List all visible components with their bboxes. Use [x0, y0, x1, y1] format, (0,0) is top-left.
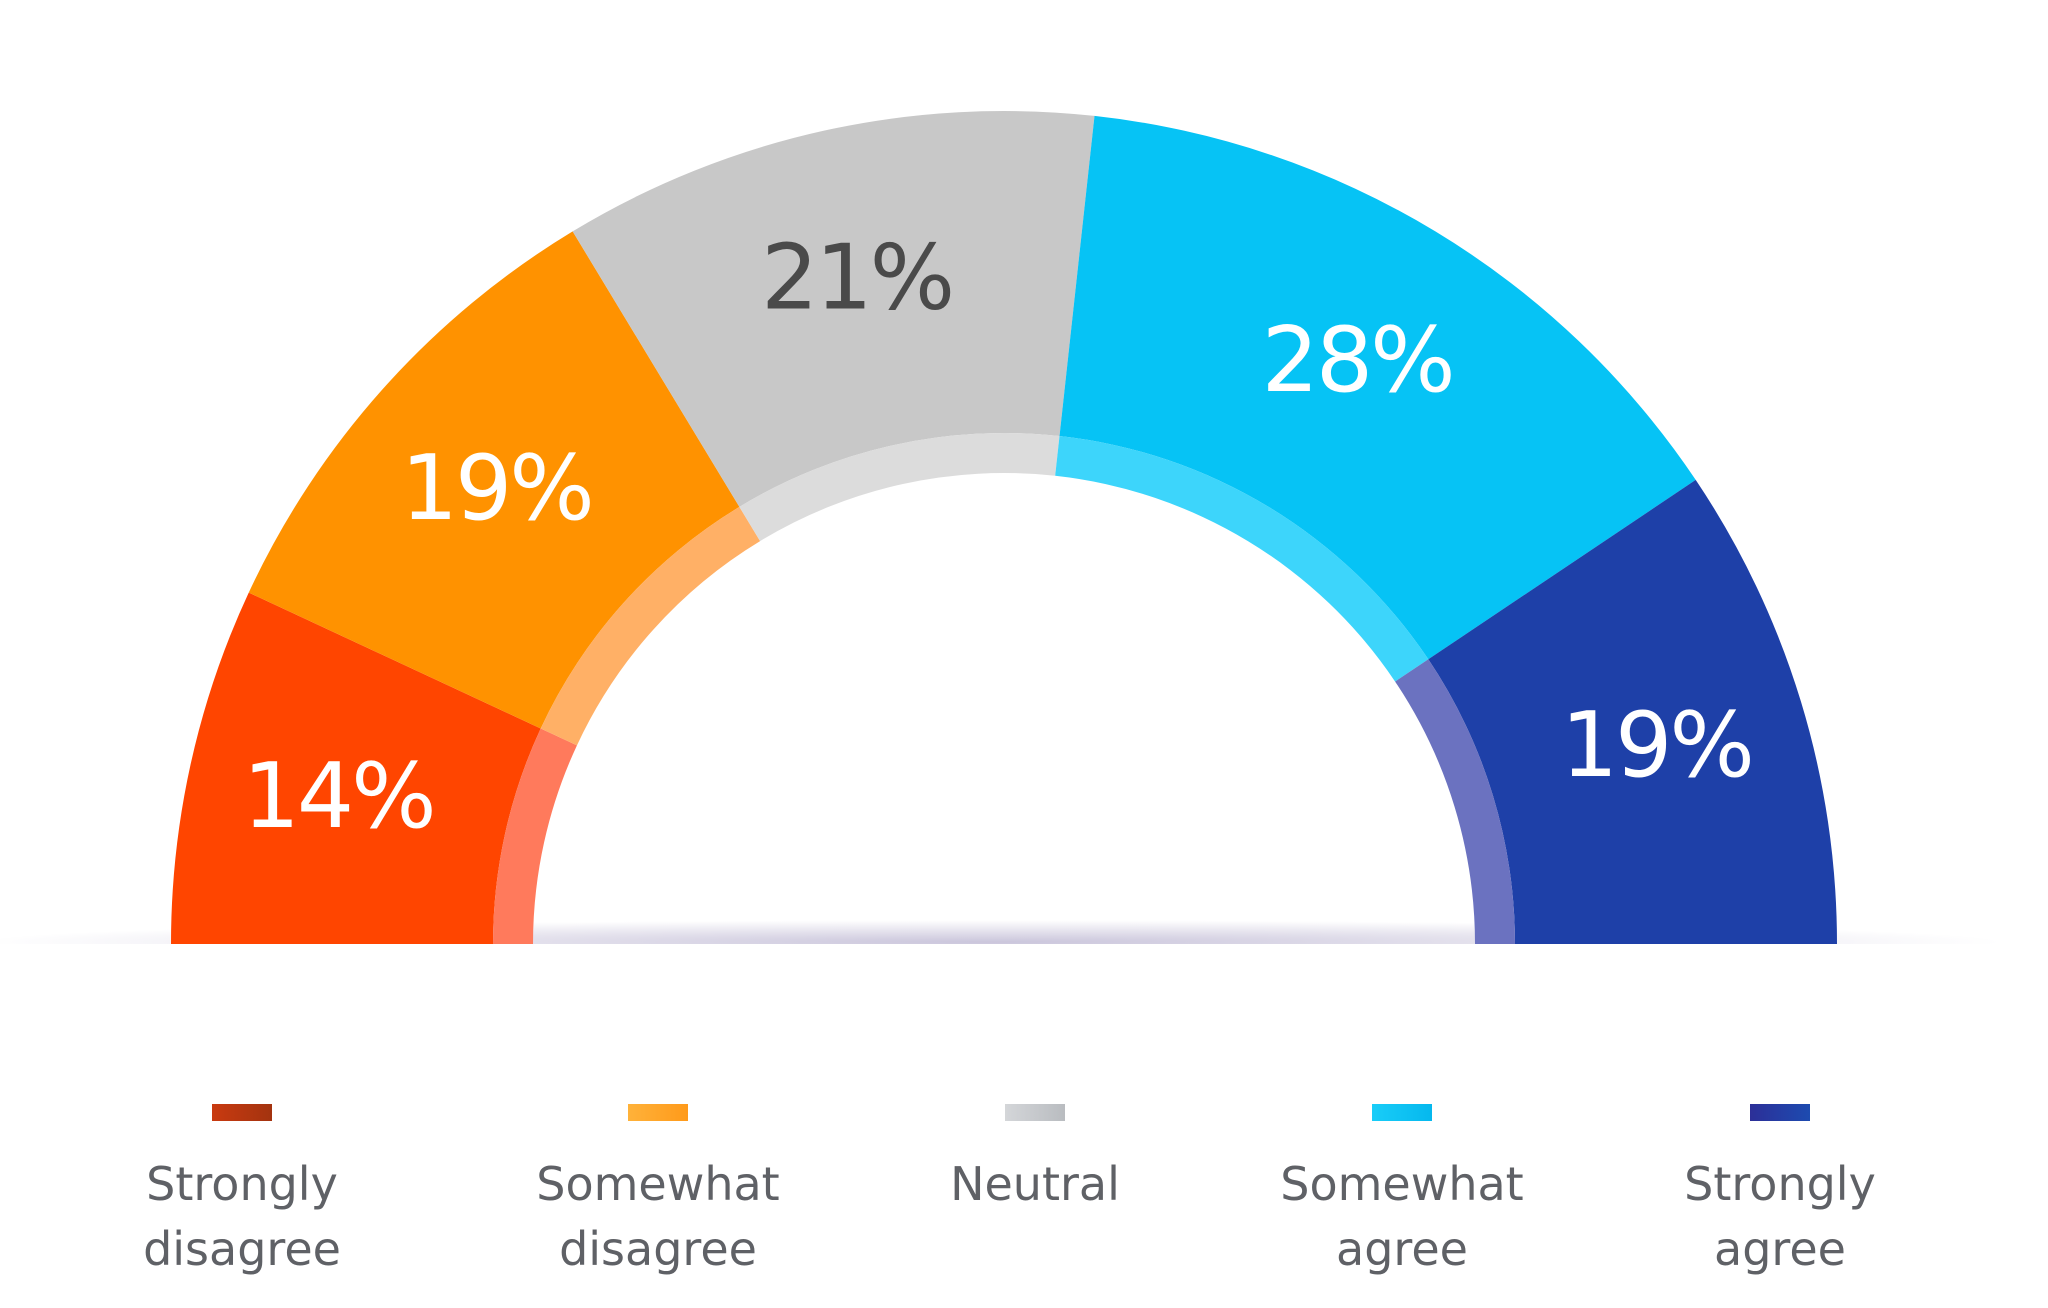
legend-label-strongly-agree-line-1: Strongly: [1684, 1157, 1876, 1211]
legend-swatch-somewhat-disagree: [628, 1104, 688, 1121]
slice-inner-ring-strongly-agree: [1395, 659, 1515, 944]
slice-strongly-agree: [1428, 479, 1837, 944]
base-cover: [0, 944, 2048, 1308]
slice-inner-ring-somewhat-disagree: [540, 506, 761, 746]
legend-label-somewhat-disagree-line-2: disagree: [559, 1222, 757, 1276]
percent-label-somewhat-disagree: 19%: [401, 436, 592, 541]
percent-label-strongly-disagree: 14%: [243, 744, 434, 849]
slice-strongly-disagree: [171, 592, 541, 944]
legend-item-neutral: Neutral: [950, 1104, 1120, 1211]
legend-swatch-strongly-disagree: [212, 1104, 272, 1121]
slice-inner-ring-strongly-disagree: [493, 728, 577, 944]
legend-swatch-strongly-agree: [1750, 1104, 1810, 1121]
slice-somewhat-disagree: [248, 231, 740, 729]
segments: [171, 111, 1837, 944]
slice-inner-ring-neutral: [739, 433, 1060, 542]
percent-label-neutral: 21%: [761, 226, 952, 331]
legend-label-somewhat-disagree-line-1: Somewhat: [536, 1157, 779, 1211]
percent-label-strongly-agree: 19%: [1561, 693, 1752, 798]
percent-label-somewhat-agree: 28%: [1262, 308, 1453, 413]
legend-label-strongly-disagree-line-2: disagree: [143, 1222, 341, 1276]
legend-label-somewhat-agree-line-2: agree: [1336, 1222, 1468, 1276]
legend-swatch-somewhat-agree: [1372, 1104, 1432, 1121]
legend-label-neutral-line-1: Neutral: [950, 1157, 1120, 1211]
legend-label-strongly-disagree-line-1: Strongly: [146, 1157, 338, 1211]
legend-label-somewhat-agree-line-1: Somewhat: [1280, 1157, 1523, 1211]
percent-labels: 14% 19% 21% 28% 19%: [243, 226, 1755, 850]
legend-label-strongly-agree-line-2: agree: [1714, 1222, 1846, 1276]
legend-swatch-neutral: [1005, 1104, 1065, 1121]
legend-item-strongly-disagree: Strongly disagree: [143, 1104, 341, 1276]
slice-inner-ring-somewhat-agree: [1055, 436, 1429, 682]
legend-item-strongly-agree: Strongly agree: [1684, 1104, 1876, 1276]
legend-item-somewhat-agree: Somewhat agree: [1280, 1104, 1524, 1276]
legend: Strongly disagree Somewhat disagree Neutral S…: [143, 1104, 1876, 1276]
slice-somewhat-agree: [1059, 115, 1696, 660]
legend-item-somewhat-disagree: Somewhat disagree: [536, 1104, 780, 1276]
slice-neutral: [572, 111, 1095, 507]
